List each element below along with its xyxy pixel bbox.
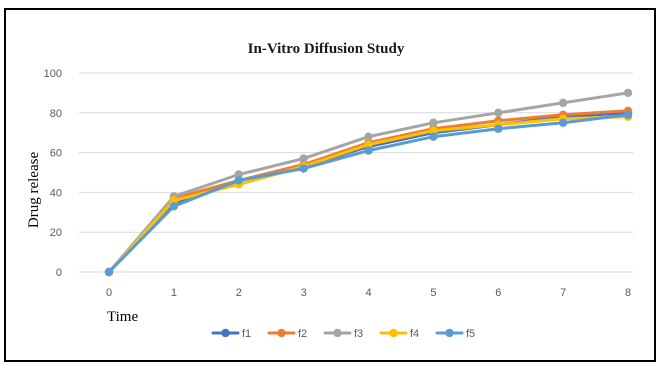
legend-marker-f3 xyxy=(333,328,342,338)
chart-frame: In-Vitro Diffusion Study 0 20 40 60 80 100 0 1… xyxy=(4,8,656,362)
x-tick-label: 0 xyxy=(106,287,112,299)
y-tick-label: 0 xyxy=(56,267,62,279)
legend-item-f1: f1 xyxy=(211,328,251,340)
legend-item-f2: f2 xyxy=(267,328,307,340)
x-tick-label: 8 xyxy=(625,287,631,299)
data-point-f5 xyxy=(494,124,503,133)
legend-label-f5: f5 xyxy=(466,328,475,340)
data-point-f5 xyxy=(429,132,438,141)
data-point-f3 xyxy=(494,108,503,118)
legend-label-f4: f4 xyxy=(410,328,419,340)
legend-marker-f1 xyxy=(221,328,230,338)
legend-label-f2: f2 xyxy=(298,328,307,340)
legend-label-f3: f3 xyxy=(354,328,363,340)
data-point-f3 xyxy=(429,118,438,127)
x-tick-label: 7 xyxy=(560,287,566,299)
data-point-f5 xyxy=(623,110,633,119)
data-point-f3 xyxy=(299,154,308,163)
line-chart: In-Vitro Diffusion Study 0 20 40 60 80 100 0 1… xyxy=(26,41,633,340)
data-point-f4 xyxy=(429,126,438,135)
x-tick-label: 4 xyxy=(365,287,371,299)
x-axis-label: Time xyxy=(107,309,138,325)
legend-marker-f2 xyxy=(277,328,286,338)
data-point-f4 xyxy=(364,140,373,149)
y-tick-label: 60 xyxy=(50,148,62,160)
x-tick-label: 2 xyxy=(236,287,242,299)
legend-item-f5: f5 xyxy=(435,328,475,340)
x-tick-label: 1 xyxy=(171,287,177,299)
series-f5 xyxy=(104,110,633,277)
legend-label-f1: f1 xyxy=(242,328,251,340)
data-point-f3 xyxy=(234,170,243,179)
series-lines xyxy=(104,88,633,277)
data-point-f5 xyxy=(299,164,308,173)
gridlines xyxy=(79,72,633,273)
y-tick-label: 100 xyxy=(44,68,62,80)
legend: f1 f2 f3 f4 f5 xyxy=(211,328,475,340)
data-point-f5 xyxy=(169,202,179,211)
y-tick-label: 40 xyxy=(50,187,62,199)
x-tick-label: 3 xyxy=(301,287,307,299)
data-point-f4 xyxy=(169,196,179,205)
legend-item-f4: f4 xyxy=(379,328,419,340)
data-point-f5 xyxy=(364,146,373,155)
x-tick-labels: 0 1 2 3 4 5 6 7 8 xyxy=(106,287,631,299)
data-point-f3 xyxy=(623,88,633,98)
chart-title: In-Vitro Diffusion Study xyxy=(248,41,405,57)
y-tick-label: 80 xyxy=(50,108,62,120)
legend-marker-f5 xyxy=(445,328,454,338)
x-tick-label: 6 xyxy=(495,287,501,299)
data-point-f5 xyxy=(104,267,114,277)
data-point-f3 xyxy=(558,98,568,108)
y-tick-labels: 0 20 40 60 80 100 xyxy=(44,68,62,279)
data-point-f5 xyxy=(234,176,243,185)
data-point-f5 xyxy=(558,118,568,127)
series-f2 xyxy=(104,106,633,277)
x-tick-label: 5 xyxy=(430,287,436,299)
y-tick-label: 20 xyxy=(50,227,62,239)
y-axis-label: Drug release xyxy=(26,152,42,229)
legend-marker-f4 xyxy=(389,328,398,338)
legend-item-f3: f3 xyxy=(323,328,363,340)
data-point-f3 xyxy=(364,132,373,141)
